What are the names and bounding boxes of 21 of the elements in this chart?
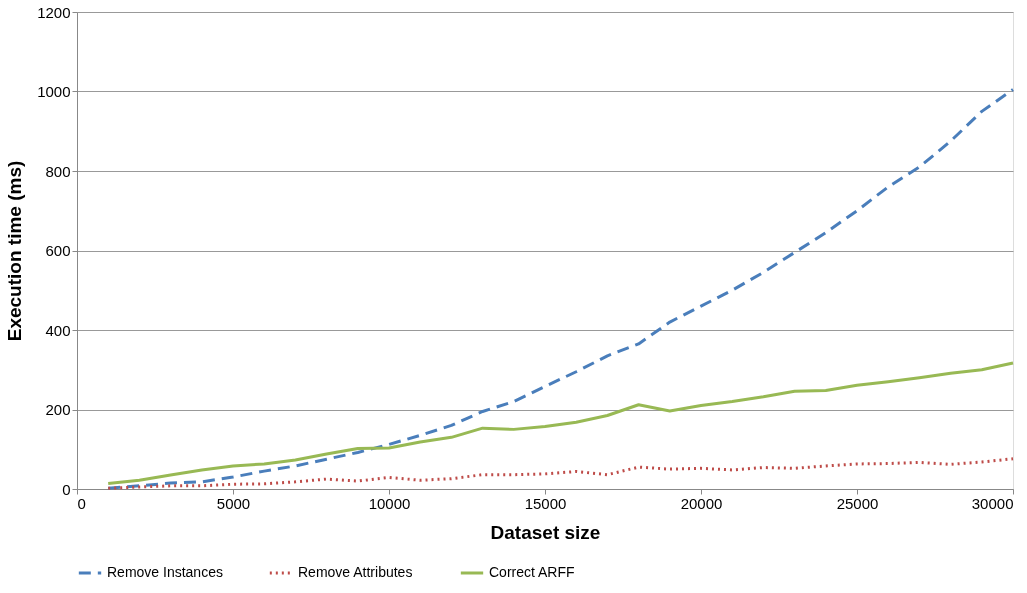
line-series [106, 457, 1015, 490]
line-series [106, 361, 1015, 485]
legend-label: Remove Attributes [298, 564, 413, 580]
y-tick-label: 1200 [37, 3, 71, 21]
x-tick-label: 5000 [216, 494, 251, 512]
y-tick-label: 400 [45, 321, 71, 339]
y-axis-title: Execution time (ms) [4, 160, 26, 342]
x-tick-label: 20000 [680, 494, 723, 512]
y-tick-label: 800 [45, 162, 71, 180]
legend-label: Correct ARFF [489, 564, 575, 580]
x-tick-label: 30000 [971, 494, 1014, 512]
x-axis-title: Dataset size [490, 521, 601, 543]
x-tick-label: 10000 [368, 494, 411, 512]
y-tick-label: 200 [45, 401, 71, 418]
legend-label: Remove Instances [107, 564, 223, 580]
y-tick-label: 600 [45, 242, 71, 259]
y-tick-label: 1000 [37, 83, 71, 100]
x-tick-label: 0 [77, 494, 86, 512]
x-tick-label: 25000 [836, 494, 879, 512]
y-tick-label: 0 [62, 480, 71, 498]
x-tick-label: 15000 [524, 494, 567, 512]
